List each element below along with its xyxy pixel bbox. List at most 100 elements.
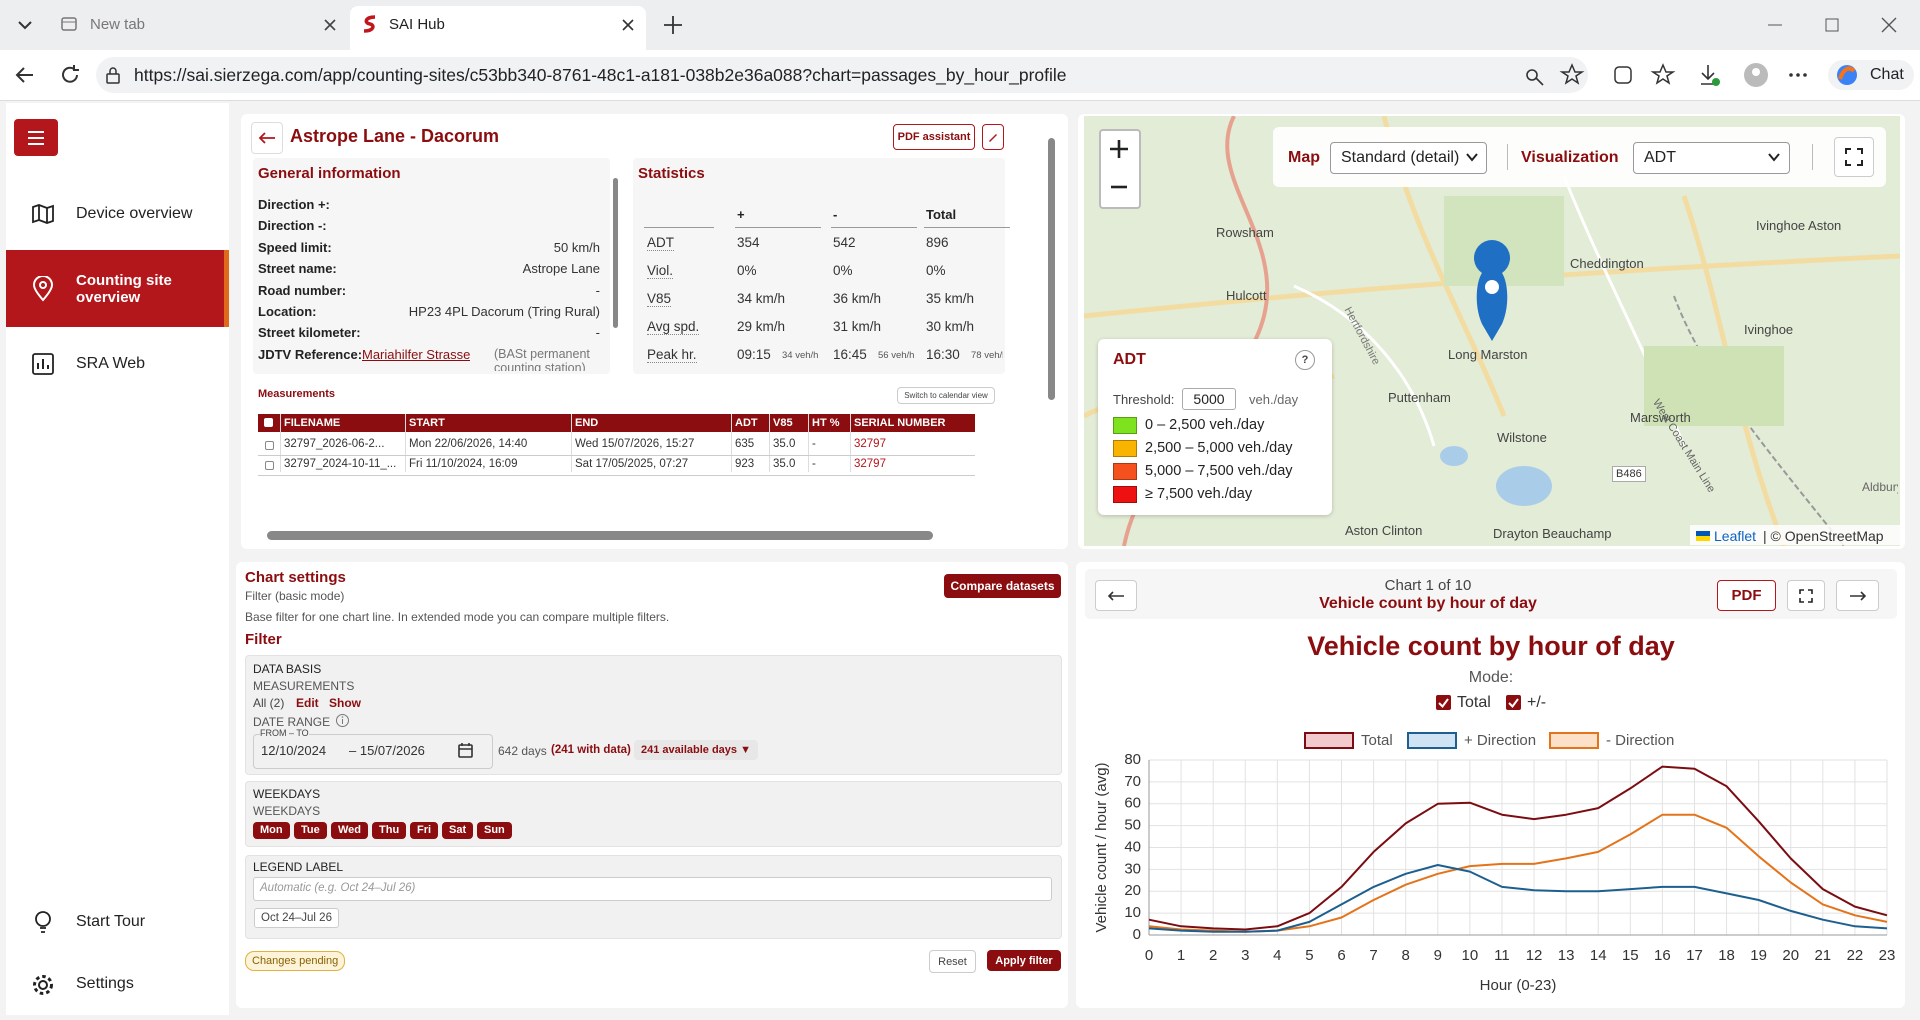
attribution-link[interactable]: Leaflet: [1714, 528, 1757, 544]
icon-part: [1535, 77, 1544, 86]
weekday-button[interactable]: Thu: [372, 822, 407, 839]
copilot-label[interactable]: Chat: [1870, 66, 1904, 83]
help-button[interactable]: ?: [1295, 350, 1315, 370]
weekday-button[interactable]: Tue: [294, 822, 327, 839]
zoom-out[interactable]: [1108, 176, 1130, 198]
fullscreen-button[interactable]: [1834, 137, 1874, 177]
visualization-select[interactable]: [1633, 142, 1790, 174]
stat-value: 896: [926, 235, 949, 250]
x-axis-label: Hour (0-23): [1480, 977, 1557, 994]
switch-view-button[interactable]: Switch to calendar view: [897, 387, 995, 404]
cell: 32797_2026-06-2...: [284, 438, 385, 450]
mode-option: Total: [1457, 694, 1491, 711]
status-badge: Changes pending: [245, 951, 346, 971]
calendar-icon[interactable]: [457, 742, 474, 759]
mode-checkbox[interactable]: [1506, 695, 1521, 710]
nav-item[interactable]: SRA Web: [76, 355, 146, 372]
pdf-assistant-button[interactable]: PDF assistant: [893, 124, 975, 150]
legend-label-input[interactable]: [253, 877, 1052, 901]
column-header: END: [575, 417, 599, 429]
back-button[interactable]: [251, 122, 283, 154]
scrollbar[interactable]: [1048, 138, 1055, 400]
y-tick-label: 30: [1124, 860, 1141, 877]
new-tab[interactable]: [662, 14, 684, 36]
weekday-button[interactable]: Wed: [331, 822, 369, 839]
measurement-selection: All (2): [253, 696, 285, 710]
weekday-button[interactable]: Sat: [442, 822, 474, 839]
cell: 32797_2024-10-11_...: [284, 458, 397, 470]
available-days-button[interactable]: 241 available days ▼: [634, 740, 758, 760]
tab-close[interactable]: [620, 17, 636, 33]
header-checkbox[interactable]: [264, 418, 273, 427]
address-field[interactable]: [96, 57, 1588, 93]
stat-rate: 34 veh/h: [782, 350, 819, 361]
legend-label: 2,500 – 5,000 veh./day: [1145, 440, 1293, 456]
next-chart[interactable]: [1836, 580, 1879, 611]
date-to[interactable]: – 15/07/2026: [349, 743, 425, 758]
edit-button[interactable]: [982, 124, 1004, 150]
mode-checkbox[interactable]: [1436, 695, 1451, 710]
weekday-button[interactable]: Mon: [253, 822, 290, 839]
row-checkbox[interactable]: [265, 441, 274, 450]
control-label: Map: [1288, 149, 1320, 166]
date-from[interactable]: 12/10/2024: [261, 743, 327, 758]
icon-part: [1712, 78, 1720, 86]
stat-label: Viol.: [647, 263, 674, 279]
tab-favicon: [61, 17, 77, 31]
icon-part: [1485, 280, 1499, 294]
tab-title[interactable]: New tab: [90, 16, 146, 33]
fullscreen-button[interactable]: [1787, 580, 1825, 611]
reset-button[interactable]: Reset: [929, 950, 976, 973]
nav-item[interactable]: Start Tour: [76, 913, 146, 930]
window-controls[interactable]: [1760, 14, 1910, 36]
stat-label: V85: [647, 291, 672, 307]
serial-link[interactable]: 32797: [854, 458, 886, 470]
legend-swatch: [1113, 417, 1137, 434]
url[interactable]: https://sai.sierzega.com/app/counting-si…: [134, 65, 1067, 85]
horizontal-scrollbar[interactable]: [267, 531, 933, 540]
active-tab[interactable]: [350, 6, 646, 50]
back-button[interactable]: [13, 63, 37, 87]
threshold-input[interactable]: 5000: [1182, 388, 1236, 410]
column-header: HT %: [812, 417, 840, 429]
nav-item[interactable]: Counting site overview: [76, 272, 172, 306]
weekday-button[interactable]: Sun: [477, 822, 512, 839]
zoom-in[interactable]: [1108, 138, 1130, 160]
settings-description: Base filter for one chart line. In exten…: [245, 610, 670, 624]
icon-part: [1107, 590, 1124, 601]
serial-link[interactable]: 32797: [854, 438, 886, 450]
edit-link[interactable]: Edit: [296, 696, 319, 710]
reload-button[interactable]: [58, 63, 82, 87]
info-link[interactable]: Mariahilfer Strasse: [362, 346, 471, 362]
nav-item[interactable]: Device overview: [76, 205, 193, 222]
select-value: ADT: [1644, 149, 1676, 166]
stat-label: ADT: [647, 235, 674, 251]
prev-chart[interactable]: [1095, 580, 1137, 611]
apply-button[interactable]: Apply filter: [987, 950, 1061, 971]
show-link[interactable]: Show: [329, 696, 361, 710]
column-header: ADT: [735, 417, 758, 429]
scrollbar[interactable]: [613, 178, 618, 328]
compare-button[interactable]: Compare datasets: [944, 574, 1061, 598]
weekday-button[interactable]: Fri: [410, 822, 439, 839]
stat-value: 542: [833, 235, 856, 250]
row-checkbox[interactable]: [265, 461, 274, 470]
legend-swatch: [1113, 463, 1137, 480]
legend-label-chip: Oct 24–Jul 26: [254, 908, 339, 928]
toolbar-icons[interactable]: [1515, 62, 1815, 88]
date-range-input[interactable]: [253, 734, 493, 769]
menu-button[interactable]: [14, 119, 58, 156]
tab-list-icon[interactable]: [15, 15, 35, 35]
y-axis-label: Vehicle count / hour (avg): [1093, 762, 1110, 932]
map-style-select[interactable]: [1330, 142, 1487, 174]
tab-close[interactable]: [322, 17, 338, 33]
field-label: FROM – TO: [260, 728, 309, 738]
info-icon[interactable]: [335, 713, 350, 728]
legend-label: - Direction: [1606, 732, 1674, 749]
tab-title[interactable]: SAI Hub: [389, 16, 445, 33]
x-tick-label: 1: [1177, 947, 1185, 964]
site-info-icon[interactable]: [104, 66, 122, 84]
days-with-data: (241 with data): [551, 744, 631, 756]
pdf-button[interactable]: PDF: [1717, 580, 1776, 611]
nav-item[interactable]: Settings: [76, 975, 134, 992]
